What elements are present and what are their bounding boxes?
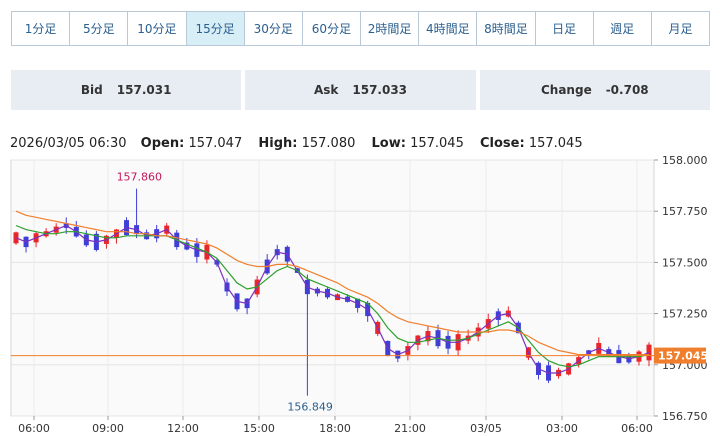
ask-value: 157.033 <box>352 83 408 97</box>
plot-area <box>10 159 655 417</box>
tab-timeframe-0[interactable]: 1分足 <box>12 12 71 45</box>
x-tick-label: 06:00 <box>18 422 50 435</box>
change-panel: Change -0.708 <box>479 70 710 110</box>
tab-timeframe-6[interactable]: 2時間足 <box>361 12 420 45</box>
low-value: 157.045 <box>410 136 464 151</box>
current-price-label: 157.045 <box>658 350 708 363</box>
x-tick-label: 09:00 <box>92 422 124 435</box>
tab-timeframe-8[interactable]: 8時間足 <box>477 12 536 45</box>
moving-average-3 <box>15 210 649 356</box>
tab-timeframe-5[interactable]: 60分足 <box>302 12 362 45</box>
y-tick-label: 157.250 <box>662 308 708 321</box>
tab-timeframe-4[interactable]: 30分足 <box>244 12 303 45</box>
y-tick-label: 157.750 <box>662 205 708 218</box>
timeframe-tabs: 1分足 5分足 10分足 15分足 30分足 60分足 2時間足 4時間足 8時間足 日足 週足 月足 <box>11 11 710 46</box>
bid-value: 157.031 <box>116 83 172 97</box>
open-value: 157.047 <box>188 136 243 151</box>
tab-timeframe-3[interactable]: 15分足 <box>186 12 245 45</box>
x-tick-label: 03/05 <box>470 422 502 435</box>
x-tick-label: 15:00 <box>243 422 275 435</box>
tab-timeframe-10[interactable]: 週足 <box>593 12 652 45</box>
close-label: Close: <box>480 136 525 151</box>
close-value: 157.045 <box>528 136 583 151</box>
high-value: 157.080 <box>301 136 356 151</box>
y-tick-label: 158.000 <box>662 154 708 167</box>
ask-panel: Ask 157.033 <box>245 70 476 110</box>
y-tick-label: 157.500 <box>662 256 708 269</box>
change-value: -0.708 <box>605 83 649 97</box>
candle <box>124 217 130 237</box>
low-label: Low: <box>371 136 406 151</box>
y-tick-label: 156.750 <box>662 410 708 423</box>
high-label: High: <box>258 136 298 151</box>
ohlc-info: 2026/03/05 06:30 Open: 157.047 High: 157… <box>10 136 583 151</box>
ask-label: Ask <box>313 83 339 97</box>
tab-timeframe-9[interactable]: 日足 <box>535 12 594 45</box>
open-label: Open: <box>140 136 185 151</box>
x-tick-label: 03:00 <box>546 422 578 435</box>
x-tick-label: 18:00 <box>319 422 351 435</box>
ohlc-datetime: 2026/03/05 06:30 <box>10 136 127 151</box>
high-annotation: 157.860 <box>117 171 163 184</box>
tab-timeframe-11[interactable]: 月足 <box>651 12 710 45</box>
candle <box>234 293 240 312</box>
current-price-badge <box>654 347 706 364</box>
bid-panel: Bid 157.031 <box>11 70 242 110</box>
tab-timeframe-1[interactable]: 5分足 <box>70 12 129 45</box>
x-tick-label: 06:00 <box>621 422 653 435</box>
quote-bar: Bid 157.031 Ask 157.033 Change -0.708 <box>11 70 710 110</box>
candlestick-chart[interactable]: 158.000157.750157.500157.250157.000156.7… <box>0 150 720 436</box>
x-tick-label: 12:00 <box>167 422 199 435</box>
change-label: Change <box>540 83 592 97</box>
x-tick-label: 21:00 <box>394 422 426 435</box>
bid-label: Bid <box>80 83 103 97</box>
moving-average-2 <box>15 224 650 368</box>
moving-average-1 <box>15 224 650 374</box>
low-annotation: 156.849 <box>287 401 333 414</box>
tab-timeframe-7[interactable]: 4時間足 <box>419 12 478 45</box>
tab-timeframe-2[interactable]: 10分足 <box>128 12 187 45</box>
